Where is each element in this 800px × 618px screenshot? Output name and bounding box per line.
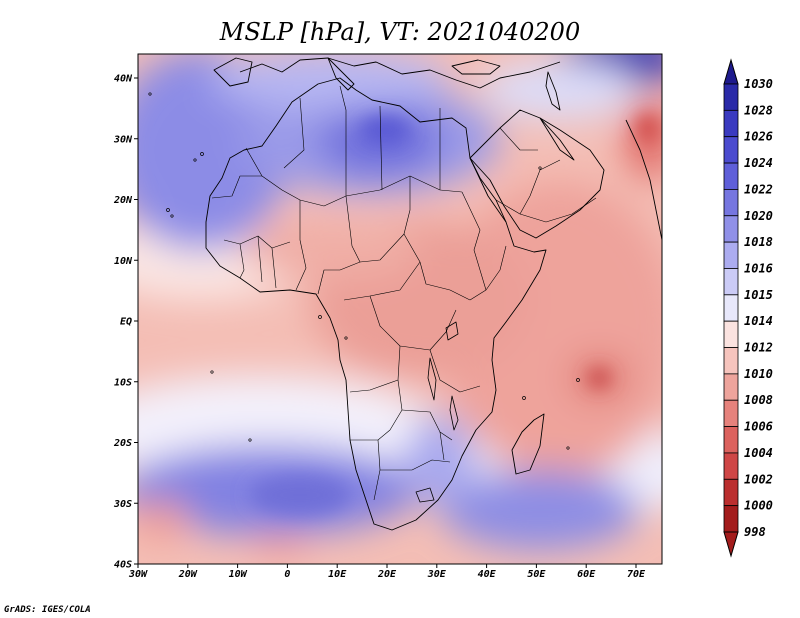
lat-tick-label: EQ (120, 317, 132, 328)
lon-tick-label: 70E (627, 569, 646, 580)
colorbar-segment (723, 162, 739, 190)
lat-tick-label: 20N (113, 195, 133, 206)
colorbar-segment (723, 478, 739, 507)
red-sea (469, 157, 507, 223)
colorbar-segment (723, 426, 739, 454)
colorbar-bottom-arrow (723, 531, 739, 558)
colorbar-label: 1020 (744, 209, 773, 223)
colorbar-segment (723, 109, 739, 138)
caspian (545, 71, 561, 111)
colorbar-segment (723, 215, 739, 243)
colorbar-label: 1004 (744, 446, 773, 460)
colorbar-label: 1028 (744, 103, 773, 117)
pressure-field (138, 54, 662, 564)
lon-tick-label: 30W (128, 569, 148, 580)
map-frame (137, 53, 663, 565)
colorbar-segment (723, 505, 739, 533)
lat-tick-label: 30S (113, 499, 132, 510)
lon-tick-label: 40E (478, 569, 497, 580)
colorbar-label: 1014 (744, 314, 773, 328)
grads-credit: GrADS: IGES/COLA (4, 605, 91, 615)
colorbar-label: 1008 (744, 393, 773, 407)
arabia-coast (469, 109, 605, 239)
lon-tick-label: 10W (229, 569, 248, 580)
colorbar-segment (723, 399, 739, 427)
lon-tick-label: 50E (527, 569, 546, 580)
africa-coastline (205, 77, 547, 531)
colorbar: 1030 1028 1026 1024 1022 1020 1018 1016 1015 1014… (723, 58, 773, 558)
chart-title: MSLP [hPa], VT: 2021040200 (219, 18, 580, 46)
colorbar-label: 1015 (744, 288, 773, 302)
black-sea (451, 59, 501, 75)
italy (327, 57, 355, 91)
india-coast (625, 119, 662, 241)
lon-tick-label: 10E (328, 569, 347, 580)
madagascar (511, 413, 545, 475)
lon-tick-label: 20W (178, 569, 198, 580)
iberia (213, 57, 253, 87)
colorbar-top-arrow (723, 58, 739, 85)
colorbar-label: 998 (744, 525, 766, 539)
colorbar-label: 1022 (744, 182, 773, 196)
lon-tick-label: 60E (577, 569, 596, 580)
colorbar-label: 1018 (744, 235, 773, 249)
lat-tick-label: 40N (114, 74, 133, 85)
lat-tick-label: 20S (113, 438, 132, 449)
map-outlines (148, 57, 662, 531)
colorbar-label: 1010 (744, 367, 773, 381)
lat-tick-label: 40S (114, 560, 132, 571)
persian-gulf (539, 117, 575, 161)
colorbar-label: 1016 (744, 261, 773, 275)
europe-coast (239, 57, 561, 89)
colorbar-label: 1006 (744, 420, 773, 434)
colorbar-label: 1000 (744, 499, 773, 513)
colorbar-segment (723, 347, 739, 375)
colorbar-segment (723, 294, 739, 322)
colorbar-segment (723, 373, 739, 401)
lon-tick-label: 20E (377, 569, 397, 580)
colorbar-label: 1026 (744, 130, 773, 144)
colorbar-label: 1002 (744, 472, 773, 486)
colorbar-segment (723, 241, 739, 269)
lon-tick-label: 0 (284, 569, 290, 580)
colorbar-segment (723, 320, 739, 348)
lat-tick-label: 10S (114, 377, 132, 388)
lat-tick-label: 30N (113, 134, 133, 145)
latitude-axis: 40N 30N 20N 10N EQ 10S 20S 30S 40S (113, 74, 138, 571)
colorbar-segment (723, 268, 739, 296)
lat-tick-label: 10N (114, 256, 133, 267)
colorbar-label: 1024 (744, 156, 773, 170)
colorbar-label: 1012 (744, 341, 773, 355)
colorbar-segment (723, 136, 739, 164)
lon-tick-label: 30E (427, 569, 447, 580)
colorbar-segment (723, 189, 739, 217)
colorbar-segment (723, 83, 739, 111)
colorbar-label: 1030 (744, 77, 773, 91)
colorbar-segment (723, 452, 739, 480)
longitude-axis: 30W 20W 10W 0 10E 20E 30E 40E 50E 60E 70E (128, 564, 646, 580)
